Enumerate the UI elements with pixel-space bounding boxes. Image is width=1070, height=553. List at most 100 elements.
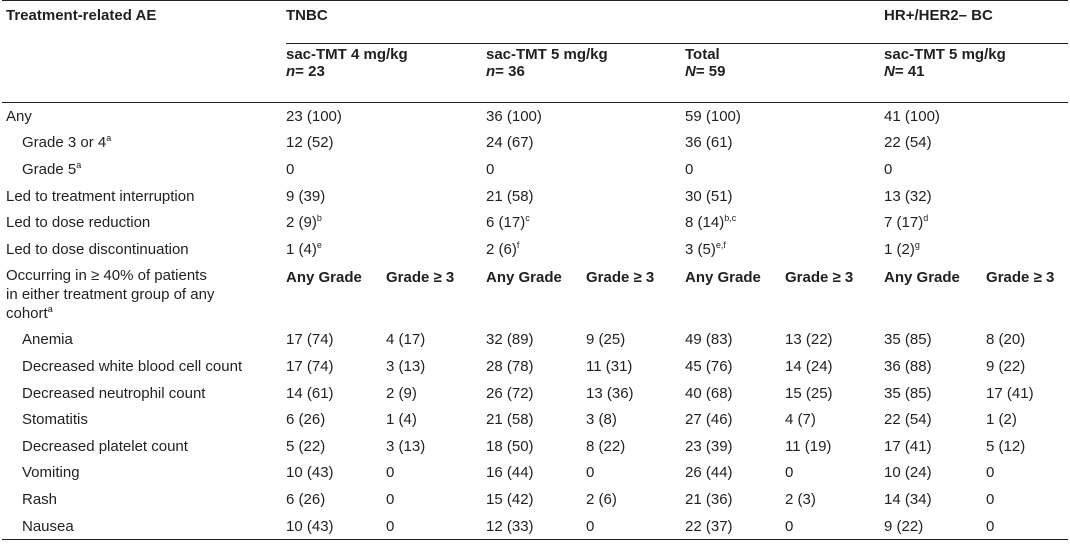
group-dose-label: sac-TMT 4 mg/kg bbox=[286, 46, 408, 63]
ae-cell: 0 bbox=[986, 490, 995, 508]
cell-value: 36 (61) bbox=[685, 134, 733, 152]
n-symbol: N bbox=[884, 63, 895, 80]
summary-cell: 0 bbox=[685, 156, 884, 183]
ae-cell: 4 (17) bbox=[386, 331, 426, 349]
summary-row: Grade 3 or 4a 12 (52) 24 (67) 36 (61) 22 (54… bbox=[2, 130, 1068, 157]
ae-cell: 22 (54) bbox=[884, 411, 932, 429]
ae-cell: 10 (43) bbox=[286, 464, 334, 482]
row-label-text: Led to dose reduction bbox=[6, 214, 151, 232]
ae-cell: 22 (37) bbox=[685, 512, 785, 541]
ae-cell: 6 (26) bbox=[286, 411, 326, 429]
ae-cell: 3 (8) bbox=[586, 411, 617, 429]
grade3-header: Grade ≥ 3 bbox=[986, 268, 1055, 286]
cell-value: 36 (100) bbox=[486, 107, 542, 125]
cell-value: 6 (17) bbox=[486, 214, 526, 232]
ae-cell: 5 (12) bbox=[986, 437, 1026, 455]
footnote-marker: g bbox=[914, 239, 920, 250]
ae-cell: 0 bbox=[386, 464, 395, 482]
cell-value: 22 (54) bbox=[884, 134, 932, 152]
group-dose-label: sac-TMT 5 mg/kg bbox=[884, 46, 1006, 63]
group-header-tnbc-total: Total N= 59 bbox=[685, 43, 885, 103]
footnote-marker: e,f bbox=[715, 239, 726, 250]
row-label: Grade 3 or 4a bbox=[2, 130, 286, 157]
summary-cell: 13 (32) bbox=[884, 183, 1068, 210]
ae-row: Rash 6 (26) 0 15 (42) 2 (6) 21 (36) 2 (3) 14 (3… bbox=[2, 486, 1068, 513]
ae-row: Stomatitis 6 (26) 1 (4) 21 (58) 3 (8) 27 (46)… bbox=[2, 406, 1068, 433]
ae-cell: 26 (44) bbox=[685, 464, 733, 482]
cell-value: 21 (58) bbox=[486, 187, 534, 205]
occurring-label-line: in either treatment group of any bbox=[6, 285, 215, 303]
group-n-label: n= 36 bbox=[486, 63, 685, 80]
summary-cell: 2 (9)b bbox=[286, 209, 486, 236]
ae-cell: 0 bbox=[386, 490, 395, 508]
summary-cell: 22 (54) bbox=[884, 130, 1068, 157]
ae-cell: 1 (4) bbox=[386, 411, 417, 429]
column-header-ae: Treatment-related AE bbox=[2, 0, 286, 103]
cell-value: 13 (32) bbox=[884, 187, 932, 205]
row-label: Led to dose reduction bbox=[2, 209, 286, 236]
ae-label: Decreased white blood cell count bbox=[22, 357, 243, 375]
ae-cell: 11 (19) bbox=[785, 437, 832, 455]
adverse-events-table: Treatment-related AE TNBC HR+/HER2– BC s… bbox=[2, 0, 1069, 541]
occurring-label-line: cohorta bbox=[6, 304, 286, 323]
n-symbol: n bbox=[286, 63, 296, 80]
ae-cell: 0 bbox=[785, 512, 885, 541]
summary-cell: 23 (100) bbox=[286, 103, 486, 130]
ae-cell: 13 (22) bbox=[785, 331, 833, 349]
cohort-header-hr: HR+/HER2– BC bbox=[884, 0, 1069, 44]
cell-value: 30 (51) bbox=[685, 187, 733, 205]
group-header-tnbc-4mg: sac-TMT 4 mg/kg n= 23 bbox=[286, 43, 486, 103]
ae-cell: 11 (31) bbox=[586, 357, 633, 375]
ae-cell: 8 (20) bbox=[986, 331, 1026, 349]
grade3-header: Grade ≥ 3 bbox=[785, 268, 854, 286]
ae-cell: 10 (43) bbox=[286, 512, 386, 541]
row-label-text: Led to dose discontinuation bbox=[6, 240, 189, 258]
ae-row: Anemia 17 (74) 4 (17) 32 (89) 9 (25) 49 (83) 1… bbox=[2, 327, 1068, 354]
ae-label: Anemia bbox=[22, 331, 73, 349]
ae-label: Decreased neutrophil count bbox=[22, 384, 206, 402]
summary-cell: 2 (6)f bbox=[486, 236, 685, 263]
cohort-header-tnbc: TNBC bbox=[286, 0, 885, 44]
ae-cell: 8 (22) bbox=[586, 437, 626, 455]
grade3-header: Grade ≥ 3 bbox=[586, 268, 655, 286]
footnote-marker: b bbox=[316, 213, 322, 224]
ae-cell: 0 bbox=[386, 512, 486, 541]
cell-value: 2 (6) bbox=[486, 240, 517, 258]
summary-row: Led to dose discontinuation 1 (4)e 2 (6)f 3… bbox=[2, 236, 1068, 263]
ae-cell: 1 (2) bbox=[986, 411, 1017, 429]
summary-cell: 3 (5)e,f bbox=[685, 236, 884, 263]
ae-cell: 35 (85) bbox=[884, 331, 932, 349]
ae-cell: 2 (6) bbox=[586, 490, 617, 508]
occurring-label: Occurring in ≥ 40% of patients in either … bbox=[2, 263, 286, 327]
summary-cell: 1 (2)g bbox=[884, 236, 1068, 263]
summary-cell: 9 (39) bbox=[286, 183, 486, 210]
summary-row: Led to treatment interruption 9 (39) 21 (5… bbox=[2, 183, 1068, 210]
ae-cell: 13 (36) bbox=[586, 384, 634, 402]
summary-cell: 6 (17)c bbox=[486, 209, 685, 236]
footnote-marker: e bbox=[316, 239, 322, 250]
summary-cell: 36 (100) bbox=[486, 103, 685, 130]
ae-cell: 17 (74) bbox=[286, 331, 334, 349]
footnote-marker: f bbox=[516, 239, 520, 250]
ae-cell: 23 (39) bbox=[685, 437, 733, 455]
cell-value: 2 (9) bbox=[286, 214, 317, 232]
ae-cell: 17 (41) bbox=[986, 384, 1034, 402]
summary-cell: 41 (100) bbox=[884, 103, 1068, 130]
ae-cell: 16 (44) bbox=[486, 464, 534, 482]
ae-cell: 9 (22) bbox=[986, 357, 1026, 375]
group-dose-label: sac-TMT 5 mg/kg bbox=[486, 46, 608, 63]
summary-cell: 36 (61) bbox=[685, 130, 884, 157]
row-label-text: Grade 3 or 4 bbox=[22, 134, 107, 152]
grade3-header: Grade ≥ 3 bbox=[386, 268, 455, 286]
cell-value: 1 (2) bbox=[884, 240, 915, 258]
ae-cell: 28 (78) bbox=[486, 357, 534, 375]
footnote-marker: a bbox=[76, 159, 82, 170]
cell-value: 23 (100) bbox=[286, 107, 342, 125]
summary-cell: 30 (51) bbox=[685, 183, 884, 210]
ae-cell: 9 (25) bbox=[586, 331, 626, 349]
ae-row: Decreased platelet count 5 (22) 3 (13) 18 (… bbox=[2, 433, 1068, 460]
occurring-header-row: Occurring in ≥ 40% of patients in either … bbox=[2, 263, 1068, 327]
ae-cell: 45 (76) bbox=[685, 357, 733, 375]
ae-row: Decreased neutrophil count 14 (61) 2 (9) 26… bbox=[2, 380, 1068, 407]
footnote-marker: c bbox=[525, 213, 530, 224]
